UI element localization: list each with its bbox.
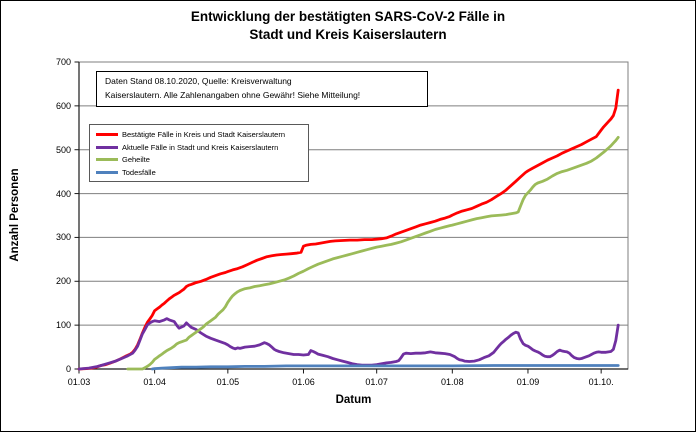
y-tick-label-600: 600 <box>55 100 71 111</box>
series-line-active <box>77 317 620 371</box>
legend-item-active: Aktuelle Fälle in Stadt und Kreis Kaiser… <box>96 143 302 152</box>
chart-title-line2: Stadt und Kreis Kaiserslautern <box>249 27 447 43</box>
x-tick-label-01.10.: 01.10. <box>588 377 614 387</box>
legend-label-recovered: Geheilte <box>122 155 150 164</box>
x-tick-label-01.04: 01.04 <box>143 377 166 387</box>
annotation-box: Daten Stand 08.10.2020, Quelle: Kreisver… <box>96 71 428 108</box>
x-tick-label-01.06: 01.06 <box>292 377 315 387</box>
legend-swatch-recovered <box>96 158 118 161</box>
x-tick-label-01.05: 01.05 <box>216 377 240 387</box>
annotation-line1: Daten Stand 08.10.2020, Quelle: Kreisver… <box>105 76 292 86</box>
y-tick-label-700: 700 <box>55 57 71 67</box>
y-tick-label-300: 300 <box>55 232 71 243</box>
legend-swatch-active <box>96 145 118 149</box>
legend-item-confirmed: Bestätigte Fälle in Kreis und Stadt Kais… <box>96 130 302 139</box>
legend-swatch-confirmed <box>96 133 118 136</box>
legend-swatch-deaths <box>96 170 118 174</box>
series-line-recovered <box>126 135 620 371</box>
x-tick-label-01.07: 01.07 <box>365 377 388 387</box>
y-axis-title: Anzahl Personen <box>9 168 21 262</box>
series-line-confirmed <box>77 88 620 371</box>
legend-item-deaths: Todesfälle <box>96 168 302 177</box>
chart-title: Entwicklung der bestätigten SARS-CoV-2 F… <box>1 8 695 44</box>
plot-frame <box>78 61 629 370</box>
y-tick-label-500: 500 <box>55 144 71 155</box>
legend-label-active: Aktuelle Fälle in Stadt und Kreis Kaiser… <box>122 142 279 152</box>
y-tick-label-0: 0 <box>65 364 71 374</box>
legend-label-confirmed: Bestätigte Fälle in Kreis und Stadt Kais… <box>122 130 286 139</box>
series-line-deaths <box>150 364 620 371</box>
x-tick-label-01.03: 01.03 <box>67 377 91 387</box>
x-tick-label-01.08: 01.08 <box>441 377 464 387</box>
x-tick-label-01.09: 01.09 <box>516 377 540 387</box>
y-tick-label-100: 100 <box>55 320 71 331</box>
chart-title-line1: Entwicklung der bestätigten SARS-CoV-2 F… <box>190 9 506 24</box>
y-tick-label-200: 200 <box>55 276 71 287</box>
y-tick-label-400: 400 <box>55 188 71 199</box>
legend: Bestätigte Fälle in Kreis und Stadt Kais… <box>89 124 309 182</box>
x-axis-title: Datum <box>335 394 372 406</box>
legend-item-recovered: Geheilte <box>96 155 302 164</box>
legend-label-deaths: Todesfälle <box>122 167 156 177</box>
annotation-line2: Kaiserslautern. Alle Zahlenangaben ohne … <box>105 89 361 100</box>
